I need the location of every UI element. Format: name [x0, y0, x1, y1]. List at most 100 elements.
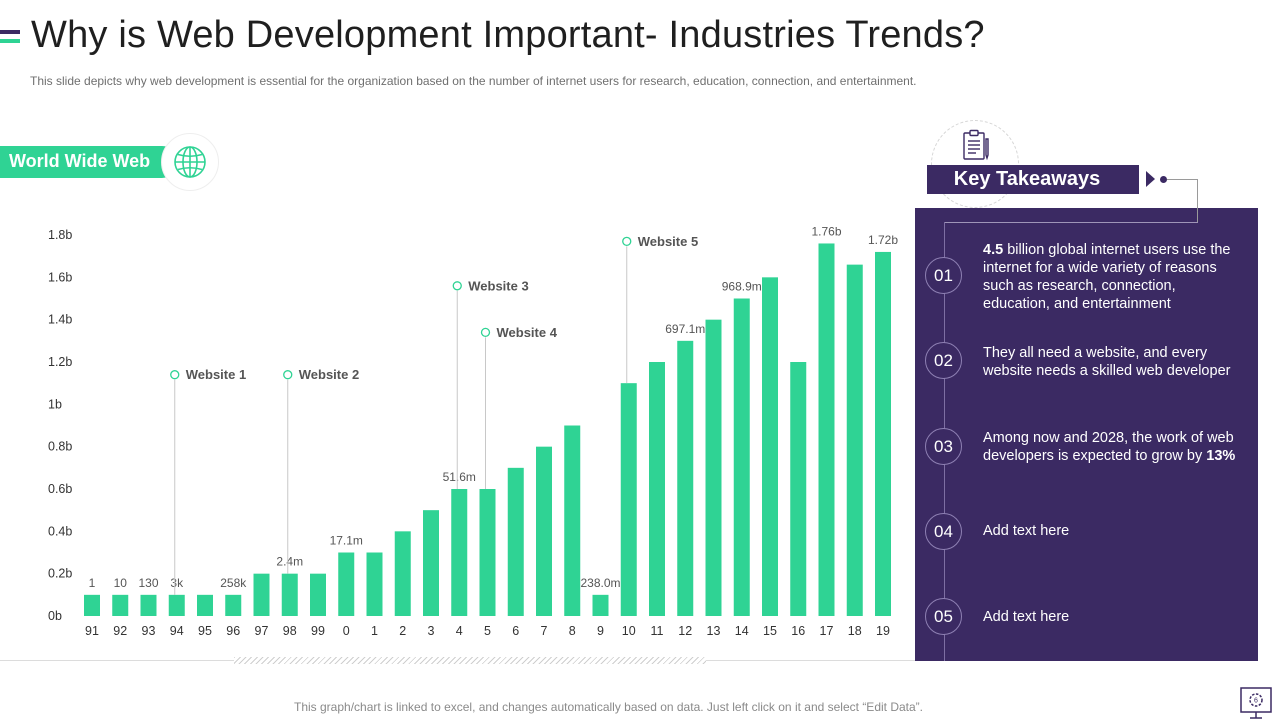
bar-6	[507, 467, 524, 616]
x-tick-label: 3	[428, 624, 435, 638]
annotation-marker	[480, 327, 491, 338]
connector-line	[1197, 179, 1198, 223]
bar-series	[84, 243, 891, 616]
data-label: 10	[114, 576, 128, 590]
bar-11	[649, 362, 665, 616]
bar-5	[479, 489, 496, 616]
x-tick-label: 1	[371, 624, 378, 638]
bar-2	[394, 531, 411, 616]
y-tick-label: 0.8b	[48, 440, 72, 454]
takeaway-highlight: 4.5	[983, 242, 1004, 258]
x-tick-label: 93	[142, 624, 156, 638]
takeaway-text-04: Add text here	[983, 522, 1241, 540]
page-subtitle: This slide depicts why web development i…	[30, 74, 917, 88]
x-tick-label: 7	[541, 624, 548, 638]
bar-3	[423, 510, 439, 616]
bar-98	[281, 573, 298, 616]
data-label: 2.4m	[276, 555, 303, 569]
data-label: 238.0m	[580, 576, 620, 590]
y-tick-label: 0.2b	[48, 567, 72, 581]
connector-line	[1167, 179, 1197, 180]
bar-18	[846, 264, 863, 616]
takeaway-number-05: 05	[925, 598, 962, 635]
globe-icon	[174, 146, 206, 178]
data-label: 258k	[220, 576, 247, 590]
bar-12	[677, 340, 694, 616]
takeaway-text-02: They all need a website, and every websi…	[983, 344, 1241, 380]
page-number: 6	[1254, 698, 1258, 705]
bar-1	[366, 552, 383, 616]
data-label: 17.1m	[330, 534, 363, 548]
bar-14	[733, 298, 750, 616]
data-label: 130	[138, 576, 158, 590]
data-label: 1	[89, 576, 96, 590]
clipboard-icon	[963, 129, 989, 161]
x-tick-label: 15	[763, 624, 777, 638]
world-wide-web-badge	[0, 146, 178, 178]
x-axis: 91 92 93 94 95 96 97 98 99 0 1 2 3 4 5 6 7 8 9 10 11 12 13 14 15…	[85, 624, 890, 638]
data-label: 3k	[170, 576, 184, 590]
takeaway-number-01: 01	[925, 257, 962, 294]
takeaway-number-04: 04	[925, 513, 962, 550]
annotation-label: Website 1	[186, 367, 246, 382]
y-tick-label: 1b	[48, 397, 62, 411]
x-tick-label: 8	[569, 624, 576, 638]
bar-4	[451, 489, 468, 616]
title-accent-bars	[0, 30, 20, 43]
data-labels: 1 10 130 3k 258k 2.4m 17.1m 51.6m 238.0m 697.1m 96…	[89, 224, 899, 589]
bar-0	[338, 552, 355, 616]
x-tick-label: 19	[876, 624, 890, 638]
data-label: 1.76b	[811, 224, 841, 238]
x-tick-label: 17	[820, 624, 834, 638]
data-label: 968.9m	[722, 280, 762, 294]
website-annotations: Website 1 Website 2 Website 3 Website 4 Webs…	[170, 234, 698, 595]
y-axis: 0b 0.2b 0.4b 0.6b 0.8b 1b 1.2b 1.4b 1.6b 1.8b	[48, 228, 72, 623]
takeaway-number-02: 02	[925, 342, 962, 379]
world-wide-web-label: World Wide Web	[9, 151, 151, 171]
x-tick-label: 6	[512, 624, 519, 638]
bar-92	[112, 594, 129, 616]
x-tick-label: 13	[707, 624, 721, 638]
key-takeaways-panel	[915, 208, 1258, 661]
globe-icon-badge	[161, 133, 219, 191]
takeaway-text-05: Add text here	[983, 608, 1241, 626]
x-tick-label: 16	[791, 624, 805, 638]
bar-8	[564, 425, 581, 616]
annotation-marker	[622, 236, 632, 247]
bar-16	[790, 362, 807, 616]
x-tick-label: 14	[735, 624, 749, 638]
data-label: 1.72b	[868, 233, 898, 247]
y-tick-label: 1.6b	[48, 270, 72, 284]
x-tick-label: 92	[113, 624, 127, 638]
annotation-label: Website 5	[638, 234, 698, 249]
edit-gear-icon[interactable]: 6	[1238, 686, 1274, 725]
title-accent-bar-purple	[0, 30, 20, 34]
takeaway-body: billion global internet users use the in…	[983, 242, 1231, 312]
x-tick-label: 98	[283, 624, 297, 638]
bar-95	[197, 594, 213, 616]
bar-91	[84, 594, 100, 616]
takeaway-text-03: Among now and 2028, the work of web deve…	[983, 429, 1241, 465]
bar-99	[310, 573, 326, 616]
takeaway-body: They all need a website, and every websi…	[983, 345, 1231, 379]
connector-line	[944, 222, 1198, 223]
x-tick-label: 2	[399, 624, 406, 638]
x-tick-label: 95	[198, 624, 212, 638]
takeaway-body: Add text here	[983, 609, 1070, 625]
takeaway-body: Among now and 2028, the work of web deve…	[983, 430, 1234, 464]
x-tick-label: 5	[484, 624, 491, 638]
y-tick-label: 0.6b	[48, 482, 72, 496]
annotation-label: Website 3	[468, 278, 528, 293]
bar-15	[762, 277, 778, 616]
bar-94	[168, 594, 185, 616]
title-accent-bar-green	[0, 39, 20, 43]
bar-96	[225, 594, 242, 616]
annotation-marker	[452, 281, 462, 291]
key-takeaways-title: Key Takeaways	[953, 168, 1101, 190]
bar-19	[875, 251, 891, 616]
annotation-label: Website 4	[497, 325, 558, 340]
takeaway-highlight: 13%	[1206, 448, 1236, 464]
annotation-label: Website 2	[299, 367, 359, 382]
x-tick-label: 99	[311, 624, 325, 638]
